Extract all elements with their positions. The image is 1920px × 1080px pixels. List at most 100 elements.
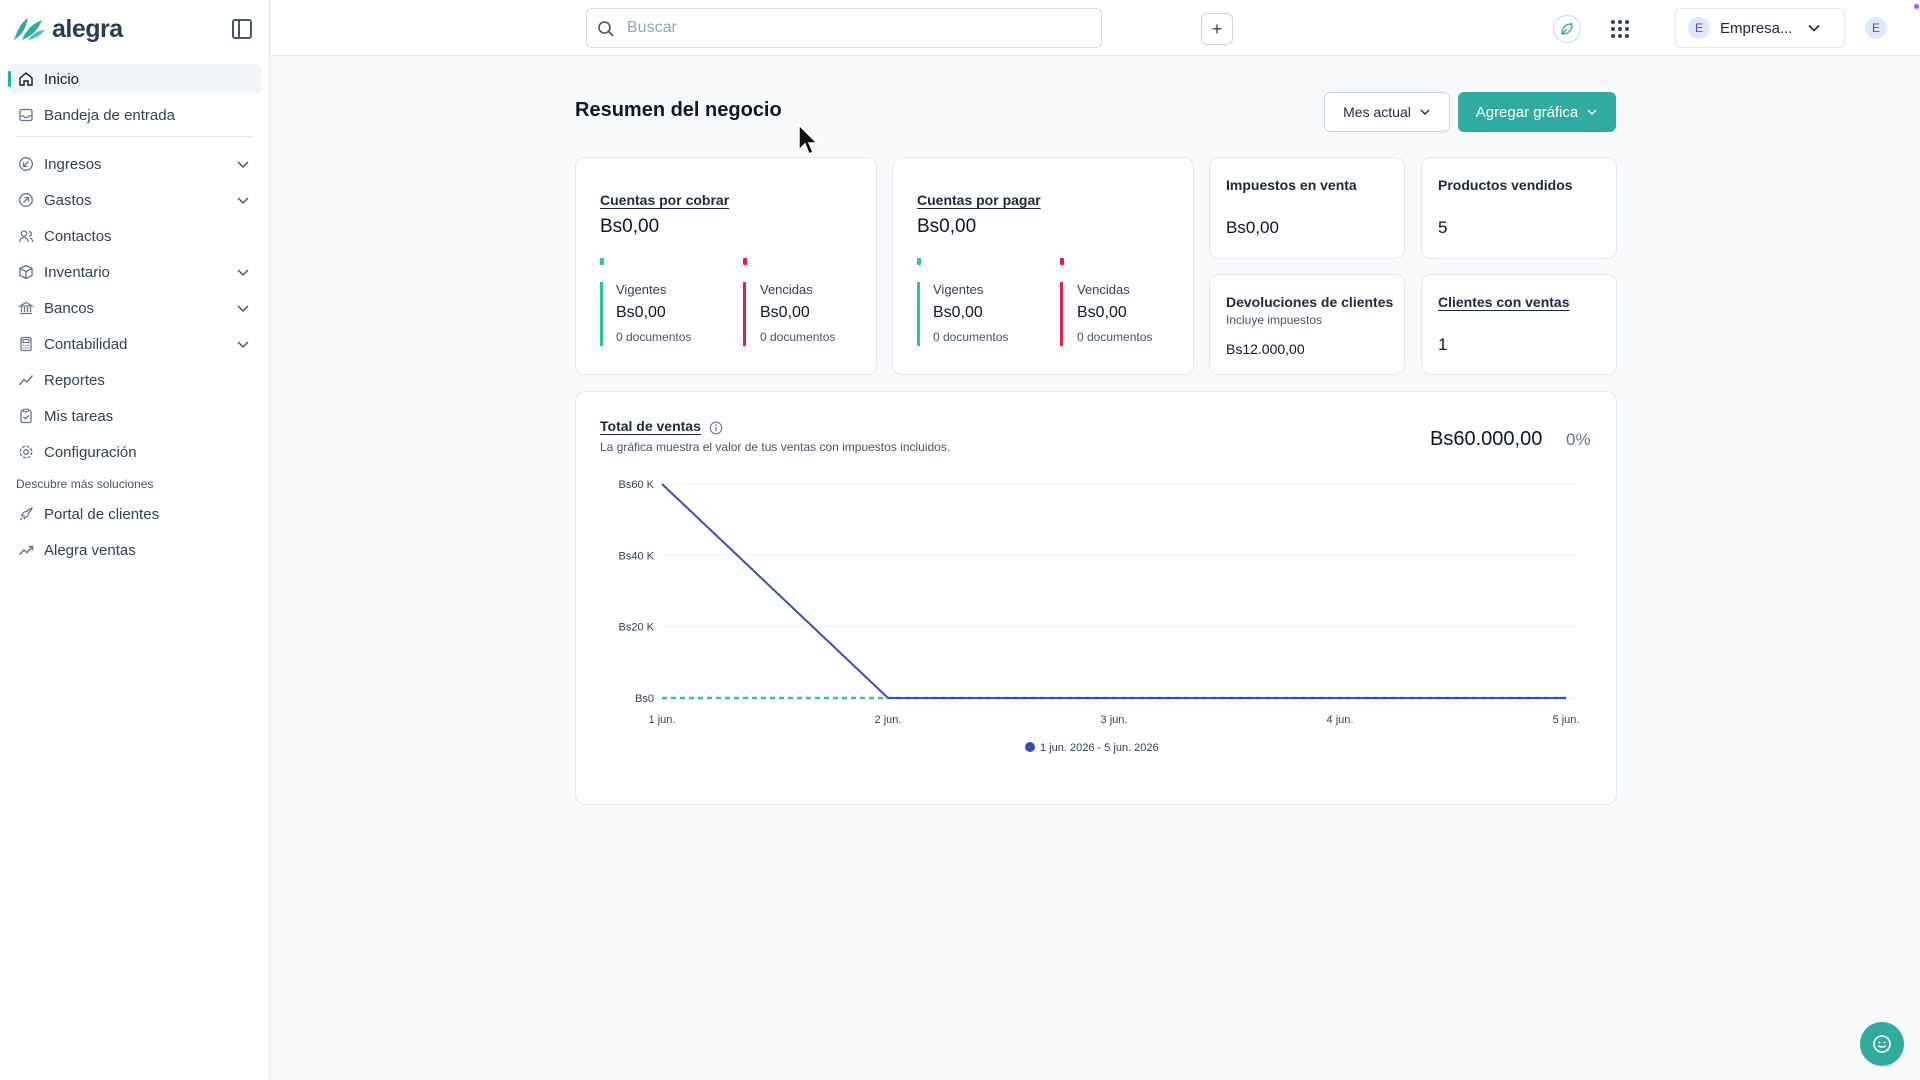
add-chart-button[interactable]: Agregar gráfica xyxy=(1458,92,1616,132)
chevron-down-icon[interactable] xyxy=(236,193,250,207)
alegra-logo[interactable]: alegra xyxy=(12,14,123,44)
search-box[interactable] xyxy=(586,8,1102,48)
overdue-amount: Bs0,00 xyxy=(1077,304,1127,321)
sales-tax-title: Impuestos en venta xyxy=(1226,177,1357,193)
quick-add-button[interactable]: + xyxy=(1201,13,1233,45)
logo-text: alegra xyxy=(52,14,123,43)
current-docs: 0 documentos xyxy=(616,330,692,344)
sidebar-item-bandeja[interactable]: Bandeja de entrada xyxy=(8,100,262,130)
expense-icon xyxy=(19,193,33,207)
current-docs: 0 documentos xyxy=(933,330,1009,344)
x-tick-label: 2 jun. xyxy=(875,714,902,726)
sidebar-item-reportes[interactable]: Reportes xyxy=(8,365,262,395)
chevron-down-icon[interactable] xyxy=(236,301,250,315)
sidebar-item-label: Mis tareas xyxy=(44,407,114,425)
chevron-down-icon[interactable] xyxy=(236,157,250,171)
total-sales-change: 0% xyxy=(1566,430,1591,449)
sidebar-item-ingresos[interactable]: Ingresos xyxy=(8,149,262,179)
top-bar: + E Empresa... E xyxy=(271,0,1920,56)
total-sales-subtitle: La gráfica muestra el valor de tus venta… xyxy=(600,440,951,454)
total-sales-title-link[interactable]: Total de ventas xyxy=(600,418,701,434)
clients-with-sales-link[interactable]: Clientes con ventas xyxy=(1438,294,1570,310)
x-tick-label: 4 jun. xyxy=(1327,714,1354,726)
income-icon xyxy=(19,157,33,171)
sustainability-button[interactable] xyxy=(1553,15,1581,43)
overdue-label: Vencidas xyxy=(760,282,813,297)
chevron-down-icon xyxy=(1587,109,1597,115)
y-tick-label: Bs60 K xyxy=(619,479,655,491)
current-indicator xyxy=(917,258,921,265)
current-label: Vigentes xyxy=(616,282,667,297)
notification-dot xyxy=(1914,4,1919,9)
products-sold-value: 5 xyxy=(1438,218,1448,237)
overdue-label: Vencidas xyxy=(1077,282,1130,297)
products-sold-title: Productos vendidos xyxy=(1438,177,1573,193)
info-icon[interactable] xyxy=(709,421,723,435)
sidebar: alegra Inicio Bandeja de entrada Ingreso… xyxy=(0,0,270,1080)
y-tick-label: Bs0 xyxy=(635,693,654,705)
sidebar-item-label: Alegra ventas xyxy=(44,541,136,559)
sidebar-toggle-icon[interactable] xyxy=(232,19,252,39)
overdue-bar xyxy=(1060,282,1063,346)
sidebar-item-label: Configuración xyxy=(44,443,137,461)
contacts-icon xyxy=(18,230,34,243)
clients-with-sales-card: Clientes con ventas 1 xyxy=(1421,274,1617,375)
sidebar-nav: Inicio Bandeja de entrada Ingresos Gasto… xyxy=(8,64,262,571)
sidebar-item-inventario[interactable]: Inventario xyxy=(8,257,262,287)
customer-returns-title: Devoluciones de clientes xyxy=(1226,294,1394,310)
overdue-docs: 0 documentos xyxy=(760,330,836,344)
overdue-indicator xyxy=(743,258,747,265)
total-sales-value: Bs60.000,00 xyxy=(1430,428,1543,450)
search-icon xyxy=(598,21,614,37)
sidebar-item-label: Contabilidad xyxy=(44,335,128,353)
chevron-down-icon[interactable] xyxy=(236,337,250,351)
sidebar-item-inicio[interactable]: Inicio xyxy=(8,64,262,94)
alegra-leaf-icon xyxy=(14,18,45,40)
chevron-down-icon[interactable] xyxy=(236,265,250,279)
calculator-icon xyxy=(20,336,32,352)
period-selector-button[interactable]: Mes actual xyxy=(1324,92,1450,132)
section-title: Descubre más soluciones xyxy=(16,477,154,491)
payables-title-link[interactable]: Cuentas por pagar xyxy=(917,192,1041,208)
page-title: Resumen del negocio xyxy=(575,99,782,121)
sidebar-item-label: Bancos xyxy=(44,299,95,317)
sidebar-item-gastos[interactable]: Gastos xyxy=(8,185,262,215)
sidebar-item-contabilidad[interactable]: Contabilidad xyxy=(8,329,262,359)
sidebar-item-contactos[interactable]: Contactos xyxy=(8,221,262,251)
period-label: Mes actual xyxy=(1343,104,1411,120)
clients-with-sales-value: 1 xyxy=(1438,335,1448,354)
sidebar-item-alegra-ventas[interactable]: Alegra ventas xyxy=(8,535,262,565)
y-tick-label: Bs40 K xyxy=(619,550,655,562)
search-input[interactable] xyxy=(627,17,1087,39)
receivables-title-link[interactable]: Cuentas por cobrar xyxy=(600,192,730,208)
apps-grid-icon[interactable] xyxy=(1610,19,1630,39)
current-indicator xyxy=(600,258,604,265)
help-chat-button[interactable] xyxy=(1860,1022,1904,1066)
user-avatar[interactable]: E xyxy=(1865,17,1887,39)
sidebar-item-configuracion[interactable]: Configuración xyxy=(8,437,262,467)
products-sold-card: Productos vendidos 5 xyxy=(1421,157,1617,259)
clipboard-icon xyxy=(20,408,32,424)
chart-line-icon xyxy=(18,375,34,386)
total-sales-card: Total de ventas La gráfica muestra el va… xyxy=(575,391,1617,805)
customer-returns-subtitle: Incluye impuestos xyxy=(1226,313,1323,327)
receivables-card: Cuentas por cobrar Bs0,00 Vigentes Bs0,0… xyxy=(575,157,877,375)
box-icon xyxy=(19,264,33,280)
current-label: Vigentes xyxy=(933,282,984,297)
customer-returns-card: Devoluciones de clientes Incluye impuest… xyxy=(1209,274,1405,375)
legend-label: 1 jun. 2026 - 5 jun. 2026 xyxy=(1040,742,1159,754)
legend-marker xyxy=(1025,742,1035,752)
total-sales-chart: Bs0 Bs20 K Bs40 K Bs60 K 1 jun. 2 jun. 3 jun. 4… xyxy=(619,479,1580,754)
company-avatar: E xyxy=(1688,17,1710,39)
home-icon xyxy=(19,72,33,86)
sidebar-item-bancos[interactable]: Bancos xyxy=(8,293,262,323)
trend-icon xyxy=(19,545,34,555)
sidebar-item-portal-clientes[interactable]: Portal de clientes xyxy=(8,499,262,529)
company-selector[interactable]: E Empresa... xyxy=(1675,8,1845,48)
sales-tax-card: Impuestos en venta Bs0,00 xyxy=(1209,157,1405,259)
overdue-indicator xyxy=(1060,258,1064,265)
sidebar-item-mis-tareas[interactable]: Mis tareas xyxy=(8,401,262,431)
current-bar xyxy=(917,282,920,346)
overdue-bar xyxy=(743,282,746,346)
x-tick-label: 5 jun. xyxy=(1553,714,1580,726)
